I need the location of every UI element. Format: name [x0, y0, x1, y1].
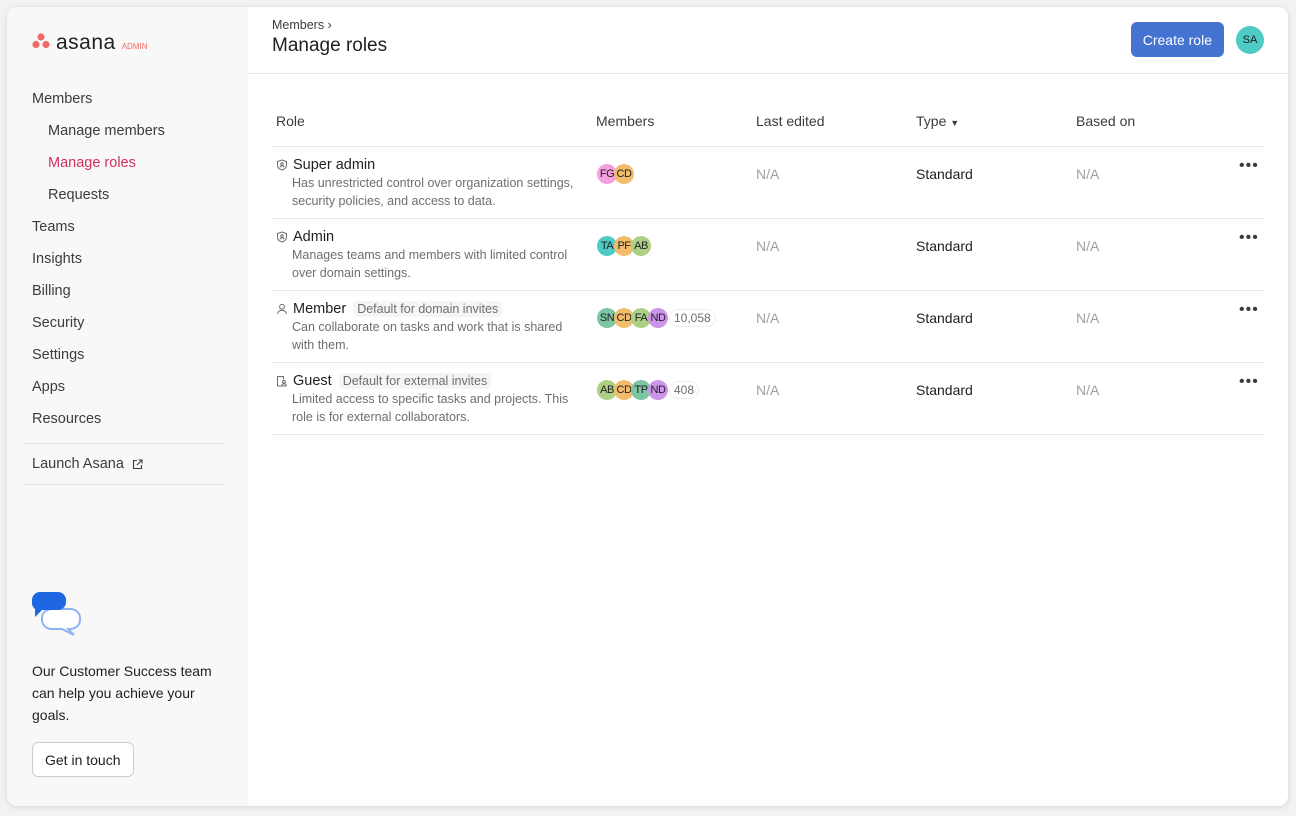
divider — [24, 484, 224, 485]
members-avatars[interactable]: AB CD TP ND 408 — [597, 380, 700, 400]
sidebar-item-apps[interactable]: Apps — [32, 379, 66, 395]
shield-icon — [277, 231, 287, 243]
external-link-icon — [132, 458, 143, 469]
based-on: N/A — [1076, 310, 1100, 326]
role-name[interactable]: Member — [293, 301, 347, 317]
launch-asana-link[interactable]: Launch Asana — [32, 444, 216, 484]
table-row[interactable]: Admin Manages teams and members with lim… — [272, 219, 1264, 291]
members-avatars[interactable]: SN CD FA ND 10,058 — [597, 308, 716, 328]
member-avatar[interactable]: AB — [597, 380, 617, 400]
asana-logo[interactable]: asana ADMIN — [32, 31, 148, 55]
default-tag: Default for domain invites — [353, 301, 503, 317]
table-row[interactable]: Guest Default for external invites Limite… — [272, 363, 1264, 435]
member-avatar[interactable]: TA — [597, 236, 617, 256]
column-members: Members — [596, 113, 655, 129]
chat-bubbles-icon — [31, 592, 81, 636]
caret-down-icon: ▼ — [950, 118, 960, 128]
sidebar-item-members[interactable]: Members — [32, 91, 93, 107]
shield-icon — [277, 159, 287, 171]
sidebar-item-settings[interactable]: Settings — [32, 347, 85, 363]
member-avatar[interactable]: TP — [631, 380, 651, 400]
table-header: Role Members Last edited Type ▼ Based on — [272, 103, 1264, 147]
guest-icon — [277, 376, 287, 387]
chevron-right-icon: › — [327, 18, 332, 32]
sidebar-nav: Members Manage members Manage roles Request… — [24, 83, 224, 485]
brand-tag: ADMIN — [121, 42, 148, 51]
table-row[interactable]: Member Default for domain invites Can col… — [272, 291, 1264, 363]
role-type: Standard — [916, 238, 973, 254]
customer-success-panel: Our Customer Success team can help you a… — [31, 591, 232, 777]
column-last-edited: Last edited — [756, 113, 825, 129]
based-on: N/A — [1076, 382, 1100, 398]
sidebar-item-teams[interactable]: Teams — [32, 219, 75, 235]
role-description: Manages teams and members with limited c… — [292, 248, 568, 280]
breadcrumb-members[interactable]: Members — [272, 18, 325, 32]
sidebar-item-requests[interactable]: Requests — [48, 187, 110, 203]
sidebar-item-resources[interactable]: Resources — [32, 411, 102, 427]
member-avatar[interactable]: ND — [648, 308, 668, 328]
last-edited: N/A — [756, 166, 780, 182]
member-avatar[interactable]: FA — [631, 308, 651, 328]
role-type: Standard — [916, 166, 973, 182]
sidebar: asana ADMIN Members Manage members Manage … — [7, 7, 248, 806]
get-in-touch-button[interactable]: Get in touch — [32, 742, 134, 777]
role-name[interactable]: Super admin — [293, 157, 376, 173]
column-type[interactable]: Type ▼ — [916, 113, 959, 129]
member-avatar[interactable]: AB — [631, 236, 651, 256]
sidebar-item-billing[interactable]: Billing — [32, 283, 71, 299]
member-avatar[interactable]: PF — [614, 236, 634, 256]
column-based-on: Based on — [1076, 113, 1136, 129]
sidebar-item-manage-members[interactable]: Manage members — [48, 123, 165, 139]
based-on: N/A — [1076, 238, 1100, 254]
roles-table: Role Members Last edited Type ▼ Based on… — [272, 103, 1264, 435]
breadcrumb[interactable]: Members › — [272, 18, 332, 32]
divider — [24, 443, 224, 444]
role-name[interactable]: Guest — [293, 373, 332, 389]
user-avatar[interactable]: SA — [1236, 26, 1264, 54]
member-count[interactable]: 408 — [669, 381, 700, 399]
more-options-icon[interactable]: ••• — [1239, 301, 1259, 318]
sidebar-item-insights[interactable]: Insights — [32, 251, 82, 267]
page-title: Manage roles — [272, 35, 388, 56]
members-avatars[interactable]: TA PF AB — [597, 236, 651, 256]
customer-success-text: Our Customer Success team can help you a… — [32, 663, 212, 723]
page-header: Members › Manage roles Create role SA — [248, 7, 1288, 74]
member-avatar[interactable]: SN — [597, 308, 617, 328]
last-edited: N/A — [756, 238, 780, 254]
role-description: Can collaborate on tasks and work that i… — [292, 320, 563, 352]
role-type: Standard — [916, 382, 973, 398]
last-edited: N/A — [756, 310, 780, 326]
member-avatar[interactable]: CD — [614, 164, 634, 184]
role-description: Has unrestricted control over organizati… — [292, 176, 574, 208]
asana-dots-icon — [32, 33, 50, 49]
sidebar-item-security[interactable]: Security — [32, 315, 85, 331]
create-role-button[interactable]: Create role — [1130, 22, 1224, 57]
more-options-icon[interactable]: ••• — [1239, 157, 1259, 174]
member-count[interactable]: 10,058 — [669, 309, 716, 327]
table-row[interactable]: Super admin Has unrestricted control ove… — [272, 147, 1264, 219]
members-avatars[interactable]: FG CD — [597, 164, 634, 184]
sidebar-item-manage-roles[interactable]: Manage roles — [48, 155, 136, 171]
member-avatar[interactable]: FG — [597, 164, 617, 184]
member-avatar[interactable]: CD — [614, 308, 634, 328]
brand-name: asana — [56, 31, 116, 54]
column-type-label: Type — [916, 113, 947, 129]
app-window: asana ADMIN Members Manage members Manage … — [7, 7, 1288, 806]
role-description: Limited access to specific tasks and pro… — [292, 392, 569, 424]
person-icon — [277, 303, 287, 315]
default-tag: Default for external invites — [338, 373, 492, 389]
member-avatar[interactable]: CD — [614, 380, 634, 400]
based-on: N/A — [1076, 166, 1100, 182]
launch-asana-label: Launch Asana — [32, 456, 124, 472]
last-edited: N/A — [756, 382, 780, 398]
member-avatar[interactable]: ND — [648, 380, 668, 400]
more-options-icon[interactable]: ••• — [1239, 229, 1259, 246]
column-role: Role — [276, 113, 305, 129]
role-type: Standard — [916, 310, 973, 326]
role-name[interactable]: Admin — [293, 229, 335, 245]
more-options-icon[interactable]: ••• — [1239, 373, 1259, 390]
